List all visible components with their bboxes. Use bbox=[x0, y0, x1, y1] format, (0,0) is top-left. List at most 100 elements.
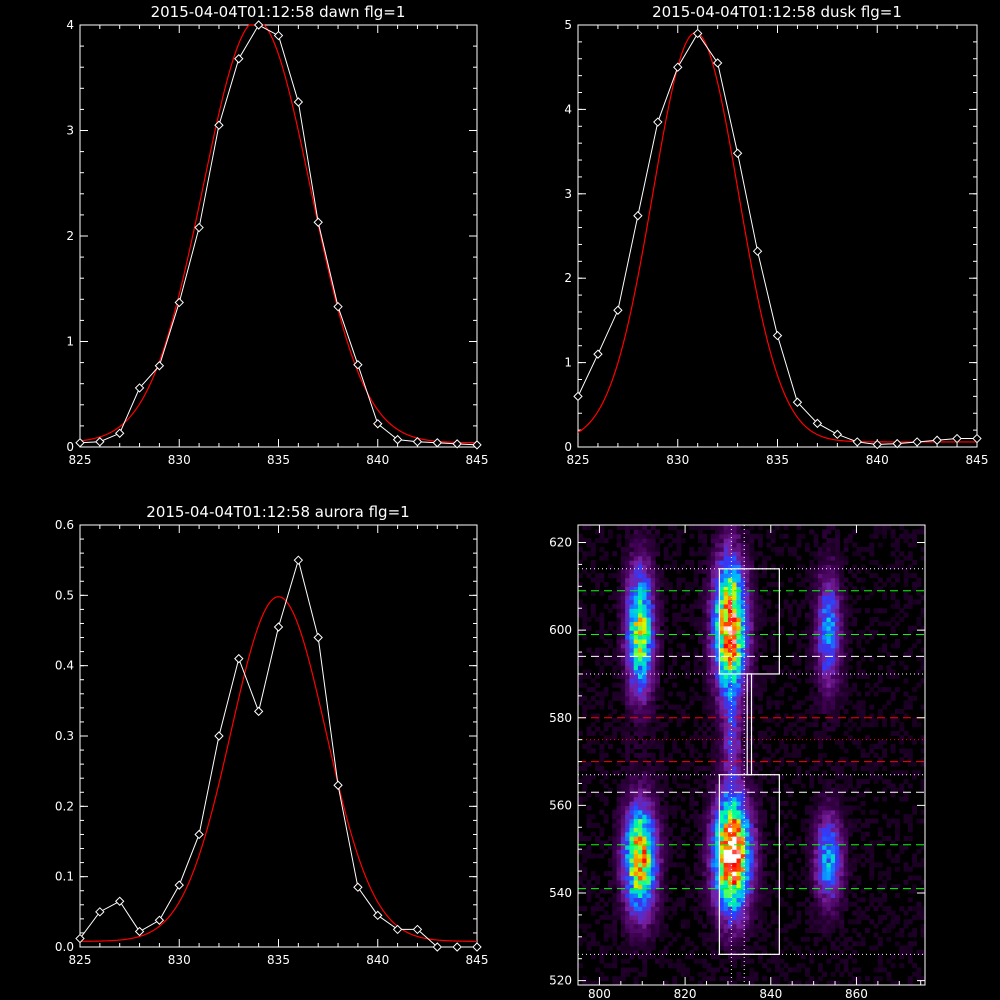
heatmap-cell bbox=[706, 726, 712, 732]
heatmap-cell bbox=[899, 739, 905, 745]
heatmap-cell bbox=[629, 814, 635, 820]
heatmap-cell bbox=[723, 647, 729, 653]
heatmap-cell bbox=[809, 564, 815, 570]
heatmap-cell bbox=[822, 779, 828, 785]
heatmap-cell bbox=[710, 652, 716, 658]
heatmap-cell bbox=[809, 568, 815, 574]
heatmap-cell bbox=[826, 665, 832, 671]
heatmap-cell bbox=[796, 840, 802, 846]
heatmap-cell bbox=[783, 713, 789, 719]
heatmap-cell bbox=[757, 779, 763, 785]
heatmap-cell bbox=[633, 967, 639, 973]
heatmap-cell bbox=[920, 949, 926, 955]
heatmap-cell bbox=[637, 735, 643, 741]
heatmap-cell bbox=[775, 857, 780, 863]
heatmap-cell bbox=[637, 709, 643, 714]
heatmap-cell bbox=[753, 818, 759, 824]
heatmap-cell bbox=[873, 573, 879, 579]
heatmap-cell bbox=[625, 910, 630, 916]
heatmap-cell bbox=[607, 928, 613, 934]
heatmap-cell bbox=[809, 634, 815, 640]
heatmap-cell bbox=[745, 652, 750, 658]
heatmap-cell bbox=[637, 866, 643, 872]
heatmap-cell bbox=[835, 647, 840, 653]
heatmap-cell bbox=[650, 871, 656, 877]
heatmap-cell bbox=[732, 586, 738, 592]
heatmap-cell bbox=[732, 932, 738, 938]
heatmap-cell bbox=[697, 980, 703, 986]
heatmap-cell bbox=[603, 687, 609, 693]
heatmap-cell bbox=[595, 765, 601, 771]
heatmap-cell bbox=[869, 573, 875, 579]
heatmap-cell bbox=[612, 954, 618, 960]
heatmap-cell bbox=[817, 875, 823, 881]
heatmap-cell bbox=[706, 875, 712, 881]
heatmap-cell bbox=[715, 901, 720, 907]
heatmap-cell bbox=[753, 871, 759, 877]
heatmap-cell bbox=[757, 792, 763, 798]
heatmap-cell bbox=[732, 634, 738, 640]
heatmap-cell bbox=[595, 647, 601, 653]
heatmap-cell bbox=[835, 695, 840, 701]
heatmap-cell bbox=[637, 765, 643, 771]
heatmap-cell bbox=[629, 599, 635, 605]
heatmap-cell bbox=[779, 897, 785, 903]
heatmap-cell bbox=[740, 573, 746, 579]
heatmap-cell bbox=[637, 901, 643, 907]
heatmap-cell bbox=[796, 704, 802, 710]
heatmap-cell bbox=[629, 656, 635, 662]
heatmap-cell bbox=[826, 678, 832, 684]
heatmap-cell bbox=[723, 682, 729, 688]
data-point-marker bbox=[573, 391, 583, 402]
heatmap-cell bbox=[757, 809, 763, 815]
heatmap-cell bbox=[586, 853, 592, 859]
heatmap-cell bbox=[642, 709, 648, 714]
heatmap-cell bbox=[796, 884, 802, 890]
heatmap-cell bbox=[629, 954, 635, 960]
heatmap-cell bbox=[616, 770, 622, 776]
heatmap-cell bbox=[873, 796, 879, 802]
heatmap-cell bbox=[620, 827, 626, 833]
heatmap-cell bbox=[702, 818, 708, 824]
heatmap-cell bbox=[599, 945, 605, 951]
heatmap-cell bbox=[886, 875, 892, 881]
heatmap-cell bbox=[633, 695, 639, 701]
heatmap-cell bbox=[753, 652, 759, 658]
heatmap-cell bbox=[672, 617, 678, 622]
heatmap-cell bbox=[697, 669, 703, 675]
heatmap-cell bbox=[693, 617, 699, 622]
heatmap-cell bbox=[775, 774, 780, 780]
heatmap-cell bbox=[843, 691, 849, 697]
heatmap-cell bbox=[745, 599, 750, 605]
heatmap-cell bbox=[762, 963, 768, 969]
heatmap-cell bbox=[903, 665, 909, 671]
heatmap-cell bbox=[599, 809, 605, 815]
heatmap-cell bbox=[616, 801, 622, 806]
heatmap-cell bbox=[912, 770, 918, 776]
heatmap-cell bbox=[702, 673, 708, 679]
heatmap-cell bbox=[843, 590, 849, 596]
heatmap-cell bbox=[633, 581, 639, 587]
heatmap-cell bbox=[822, 673, 828, 679]
heatmap-cell bbox=[659, 617, 665, 622]
heatmap-cell bbox=[736, 787, 742, 793]
heatmap-cell bbox=[637, 849, 643, 855]
heatmap-cell bbox=[582, 884, 588, 890]
heatmap-cell bbox=[676, 967, 682, 973]
heatmap-cell bbox=[916, 849, 922, 855]
heatmap-cell bbox=[757, 673, 763, 679]
heatmap-cell bbox=[809, 638, 815, 644]
heatmap-cell bbox=[745, 665, 750, 671]
heatmap-cell bbox=[702, 897, 708, 903]
heatmap-cell bbox=[727, 831, 733, 837]
heatmap-cell bbox=[890, 673, 896, 679]
heatmap-cell bbox=[650, 595, 656, 601]
heatmap-cell bbox=[655, 897, 660, 903]
heatmap-cell bbox=[847, 717, 853, 723]
heatmap-cell bbox=[715, 932, 720, 938]
heatmap-cell bbox=[629, 818, 635, 824]
heatmap-cell bbox=[659, 765, 665, 771]
heatmap-cell bbox=[637, 647, 643, 653]
heatmap-cell bbox=[637, 783, 643, 789]
heatmap-cell bbox=[916, 617, 922, 622]
